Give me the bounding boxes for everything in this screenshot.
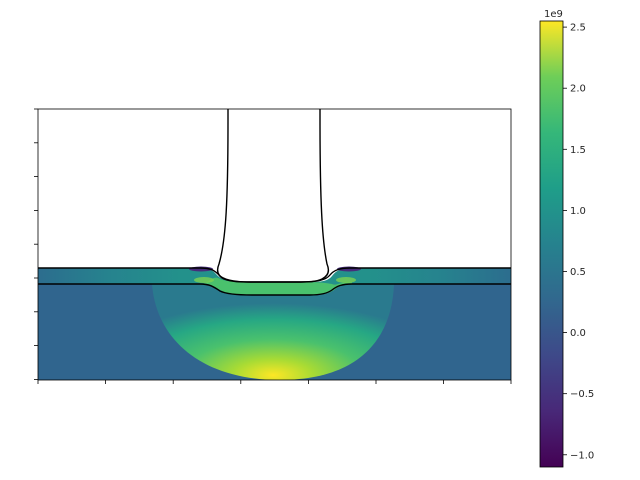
film-layer <box>38 268 511 284</box>
colorbar-tick-label: 0.5 <box>570 267 586 278</box>
y-axis-ticks <box>34 108 38 380</box>
colorbar-tick-label: 1.5 <box>570 145 586 156</box>
colorbar-tick-label: −1.0 <box>570 450 594 461</box>
film-substrate-interface <box>38 283 511 296</box>
colorbar: 1e9 −1.0 −0.5 0.0 0.5 1.0 1.5 2.0 2.5 <box>539 9 594 468</box>
hotspot-right <box>336 277 356 283</box>
main-axes <box>34 108 512 384</box>
colorbar-tick-label: 2.5 <box>570 23 586 34</box>
colorbar-offset-label: 1e9 <box>544 9 563 20</box>
outline-lines <box>38 109 511 296</box>
indentation-zone <box>152 284 394 380</box>
colorbar-frame <box>539 20 564 468</box>
film-top-surface <box>38 267 511 283</box>
heatmap-field <box>38 266 511 380</box>
colorbar-tick-label: 0.0 <box>570 328 586 339</box>
colorbar-gradient <box>540 21 563 467</box>
colorbar-tick-label: −0.5 <box>570 389 594 400</box>
x-axis-ticks <box>37 380 512 384</box>
colorbar-ticks: −1.0 −0.5 0.0 0.5 1.0 1.5 2.0 2.5 <box>563 23 594 461</box>
colorbar-tick-label: 1.0 <box>570 206 586 217</box>
colorbar-tick-label: 2.0 <box>570 84 586 95</box>
hotspot-left <box>194 277 214 283</box>
